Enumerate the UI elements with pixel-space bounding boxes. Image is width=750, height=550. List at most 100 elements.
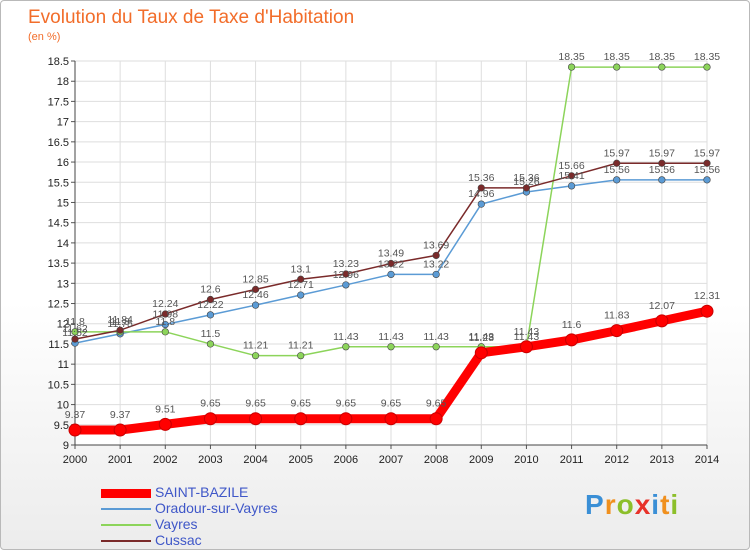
data-label-cussac: 12.24: [152, 298, 178, 310]
series-layer: [68, 63, 714, 437]
legend-label: Vayres: [155, 516, 198, 532]
data-label-saint-bazile: 12.31: [694, 290, 720, 302]
data-label-vayres: 11.43: [333, 331, 359, 343]
x-tick-label: 2008: [424, 454, 448, 466]
data-label-oradour-sur-vayres: 12.71: [288, 279, 314, 291]
y-tick-label: 17: [57, 117, 69, 129]
data-label-saint-bazile: 11.83: [604, 310, 630, 322]
y-tick-label: 13.5: [48, 258, 69, 270]
data-label-vayres: 11.8: [155, 316, 175, 328]
data-label-oradour-sur-vayres: 14.96: [468, 188, 494, 200]
y-tick-label: 17.5: [48, 96, 69, 108]
data-label-cussac: 13.1: [290, 263, 311, 275]
data-label-saint-bazile: 9.37: [65, 409, 86, 421]
data-point-cussac: [477, 184, 485, 192]
data-label-cussac: 15.36: [468, 172, 494, 184]
x-tick-label: 2000: [63, 454, 87, 466]
data-label-cussac: 11.84: [107, 314, 133, 326]
data-label-saint-bazile: 11.6: [562, 319, 582, 331]
x-tick-label: 2003: [198, 454, 222, 466]
data-label-cussac: 15.36: [513, 172, 539, 184]
legend-label: Oradour-sur-Vayres: [155, 500, 278, 516]
logo-letter: t: [660, 489, 671, 520]
logo-letter: x: [634, 489, 652, 520]
y-tick-label: 9: [63, 440, 69, 452]
data-point-vayres: [342, 343, 350, 351]
logo-letters: Proxiti: [585, 489, 679, 520]
legend-swatch: [101, 508, 151, 510]
data-point-vayres: [297, 352, 305, 360]
data-label-cussac: 11.62: [62, 323, 88, 335]
data-point-vayres: [251, 352, 260, 360]
data-label-cussac: 13.69: [423, 239, 449, 251]
data-label-oradour-sur-vayres: 15.56: [649, 164, 675, 176]
data-label-saint-bazile: 12.07: [649, 300, 675, 312]
data-label-cussac: 15.66: [558, 160, 584, 172]
data-label-vayres: 11.43: [378, 331, 404, 343]
chart-unit-label: (en %): [28, 31, 61, 43]
legend-label: SAINT-BAZILE: [155, 484, 249, 500]
data-label-oradour-sur-vayres: 11.98: [153, 309, 179, 321]
data-label-cussac: 15.97: [604, 147, 630, 159]
y-tick-label: 18: [57, 76, 69, 88]
data-label-saint-bazile: 11.43: [514, 326, 540, 338]
data-point-cussac: [342, 270, 350, 278]
data-point-oradour-sur-vayres: [251, 301, 260, 309]
data-point-oradour-sur-vayres: [567, 182, 576, 190]
data-point-saint-bazile: [68, 423, 82, 437]
y-tick-label: 14: [57, 238, 69, 250]
data-label-vayres: 11.5: [201, 328, 221, 340]
data-point-vayres: [387, 343, 395, 351]
x-tick-label: 2004: [243, 454, 267, 466]
data-point-saint-bazile: [339, 412, 353, 426]
y-tick-label: 12: [57, 319, 69, 331]
data-point-saint-bazile: [429, 412, 443, 426]
legend-swatch: [101, 524, 151, 526]
logo-letter: r: [604, 489, 617, 520]
data-label-cussac: 12.6: [200, 283, 221, 295]
data-label-saint-bazile: 9.65: [290, 398, 311, 410]
data-point-oradour-sur-vayres: [161, 320, 169, 329]
x-tick-label: 2002: [153, 454, 177, 466]
data-point-vayres: [613, 63, 621, 71]
data-point-vayres: [161, 328, 169, 336]
data-label-saint-bazile: 9.65: [336, 398, 357, 410]
data-label-cussac: 15.97: [694, 147, 720, 159]
x-tick-label: 2011: [560, 454, 584, 466]
data-point-saint-bazile: [519, 340, 533, 354]
data-label-saint-bazile: 9.37: [110, 409, 131, 421]
data-point-cussac: [703, 159, 711, 167]
data-label-cussac: 12.85: [242, 273, 268, 285]
data-point-vayres: [71, 328, 79, 336]
data-label-oradour-sur-vayres: 13.22: [423, 258, 449, 270]
data-point-oradour-sur-vayres: [206, 311, 215, 319]
data-label-vayres: 11.8: [65, 316, 85, 328]
data-label-vayres: 11.8: [110, 316, 130, 328]
data-label-oradour-sur-vayres: 12.46: [242, 289, 268, 301]
data-point-oradour-sur-vayres: [658, 176, 666, 184]
axis-layer: 9 9.5 10 10.5 11 11.5 12 12.5 13 13.5 14 14.5 15 15.5…: [48, 56, 720, 466]
data-label-saint-bazile: 11.28: [469, 332, 495, 344]
logo-letter: i: [670, 489, 680, 520]
data-point-saint-bazile: [655, 314, 669, 328]
data-label-oradour-sur-vayres: 15.26: [513, 176, 539, 188]
x-tick-label: 2013: [650, 454, 674, 466]
x-tick-label: 2006: [334, 454, 358, 466]
y-tick-label: 15: [57, 197, 69, 209]
data-label-oradour-sur-vayres: 12.22: [197, 299, 223, 311]
data-label-vayres: 11.21: [243, 340, 269, 352]
y-tick-label: 13: [57, 278, 69, 290]
data-point-saint-bazile: [158, 417, 172, 431]
data-point-oradour-sur-vayres: [297, 291, 305, 299]
data-point-cussac: [71, 335, 79, 343]
data-point-cussac: [297, 275, 305, 283]
data-label-cussac: 15.97: [649, 147, 675, 159]
data-label-vayres: 18.35: [649, 51, 675, 63]
data-label-vayres: 11.43: [469, 331, 495, 343]
data-point-saint-bazile: [700, 304, 714, 318]
data-label-cussac: 13.49: [378, 248, 404, 260]
y-tick-label: 10: [57, 400, 69, 412]
data-label-oradour-sur-vayres: 13.22: [378, 258, 404, 270]
data-label-saint-bazile: 9.65: [245, 398, 266, 410]
